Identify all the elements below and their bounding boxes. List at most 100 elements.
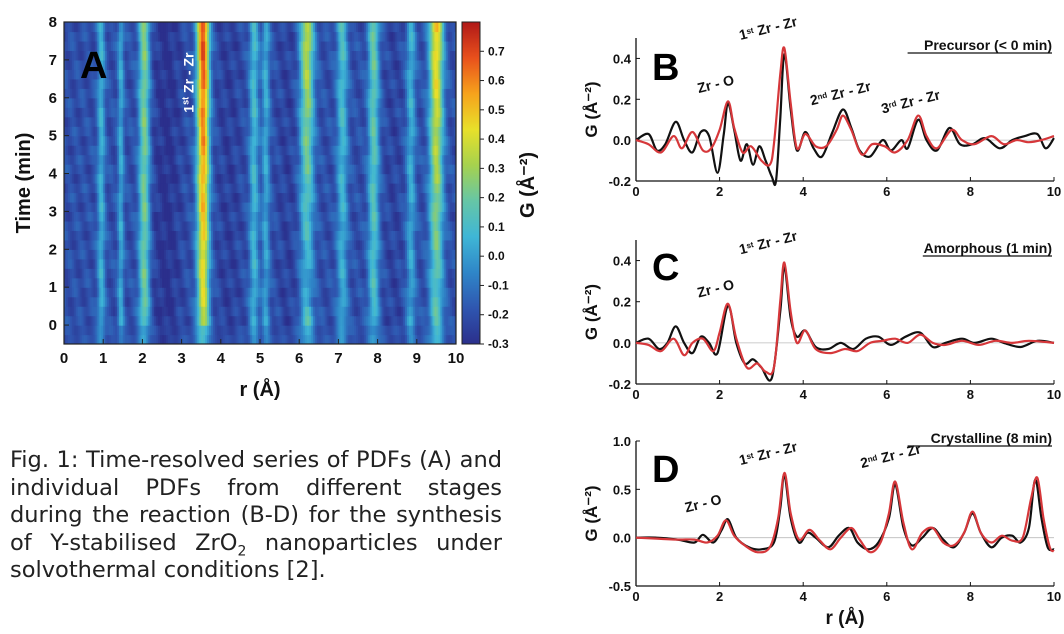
heatmap-cell	[160, 230, 163, 241]
heatmap-cell	[175, 173, 179, 184]
heatmap-cell	[299, 315, 302, 326]
heatmap-cell	[418, 325, 422, 336]
heatmap-cell	[250, 211, 253, 222]
heatmap-cell	[156, 173, 159, 184]
heatmap-cell	[299, 239, 302, 250]
heatmap-cell	[348, 154, 351, 165]
heatmap-cell	[371, 334, 375, 344]
heatmap-cell	[189, 220, 192, 231]
heatmap-cell	[338, 220, 341, 231]
heatmap-cell	[391, 220, 394, 231]
heatmap-cell	[177, 268, 181, 279]
heatmap-cell	[426, 325, 430, 336]
heatmap-cell	[109, 306, 112, 317]
heatmap-cell	[111, 306, 114, 317]
heatmap-cell	[369, 258, 373, 269]
heatmap-cell	[377, 201, 381, 213]
heatmap-cell	[138, 192, 142, 203]
heatmap-cell	[136, 192, 140, 203]
heatmap-cell	[87, 107, 91, 118]
heatmap-cell	[381, 325, 385, 336]
heatmap-cell	[379, 277, 383, 288]
heatmap-cell	[246, 277, 249, 288]
heatmap-cell	[120, 325, 124, 336]
heatmap-cell	[185, 126, 189, 137]
heatmap-cell	[150, 201, 153, 213]
heatmap-cell	[340, 116, 343, 127]
heatmap-cell	[197, 164, 200, 175]
heatmap-cell	[234, 183, 238, 194]
heatmap-cell	[114, 164, 118, 175]
heatmap-cell	[260, 211, 263, 222]
heatmap-cell	[191, 334, 194, 344]
heatmap-cell	[142, 145, 145, 156]
heatmap-cell	[361, 201, 365, 213]
heatmap-cell	[162, 315, 165, 326]
heatmap-cell	[162, 183, 165, 194]
heatmap-cell	[405, 315, 408, 326]
heatmap-cell	[361, 249, 365, 260]
heatmap-cell	[152, 116, 155, 127]
heatmap-cell	[407, 135, 410, 146]
heatmap-cell	[124, 211, 128, 222]
heatmap-cell	[303, 258, 306, 269]
heatmap-cell	[97, 239, 100, 250]
heatmap-cell	[307, 107, 310, 118]
heatmap-cell	[358, 258, 361, 269]
heatmap-cell	[234, 325, 238, 336]
heatmap-cell	[436, 220, 439, 231]
heatmap-cell	[397, 116, 400, 127]
heatmap-cell	[69, 315, 73, 326]
heatmap-cell	[175, 220, 179, 231]
heatmap-cell	[297, 325, 300, 336]
heatmap-cell	[212, 201, 216, 213]
heatmap-cell	[211, 173, 214, 184]
heatmap-cell	[114, 126, 118, 137]
heatmap-cell	[361, 220, 365, 231]
heatmap-cell	[226, 107, 230, 118]
heatmap-cell	[356, 277, 359, 288]
heatmap-cell	[271, 277, 275, 288]
heatmap-cell	[183, 116, 187, 127]
heatmap-cell	[326, 287, 330, 298]
heatmap-cell	[340, 296, 343, 307]
heatmap-cell	[134, 258, 138, 269]
heatmap-cell	[65, 173, 69, 184]
heatmap-cell	[309, 306, 312, 317]
heatmap-cell	[403, 173, 406, 184]
heatmap-cell	[162, 277, 165, 288]
heatmap-cell	[371, 268, 375, 279]
heatmap-cell	[120, 287, 124, 298]
heatmap-cell	[218, 315, 222, 326]
heatmap-cell	[120, 183, 124, 194]
heatmap-cell	[448, 154, 451, 165]
heatmap-cell	[287, 107, 290, 118]
heatmap-cell	[263, 306, 267, 317]
heatmap-cell	[212, 315, 216, 326]
heatmap-cell	[250, 277, 253, 288]
heatmap-cell	[383, 249, 387, 260]
heatmap-cell	[273, 287, 277, 298]
heatmap-cell	[69, 306, 73, 317]
heatmap-cell	[346, 107, 349, 118]
heatmap-cell	[299, 268, 302, 279]
heatmap-cell	[67, 258, 71, 269]
heatmap-cell	[407, 334, 410, 344]
heatmap-cell	[336, 220, 339, 231]
heatmap-cell	[297, 154, 300, 165]
heatmap-cell	[263, 154, 267, 165]
heatmap-cell	[150, 277, 153, 288]
heatmap-cell	[89, 183, 93, 194]
heatmap-cell	[263, 315, 267, 326]
heatmap-cell	[201, 201, 204, 213]
heatmap-cell	[260, 220, 263, 231]
heatmap-cell	[238, 201, 241, 213]
heatmap-cell	[318, 145, 322, 156]
heatmap-cell	[118, 211, 122, 222]
heatmap-cell	[438, 334, 441, 344]
heatmap-cell	[73, 107, 77, 118]
heatmap-cell	[367, 135, 371, 146]
heatmap-cell	[442, 277, 445, 288]
heatmap-cell	[291, 135, 294, 146]
heatmap-cell	[381, 306, 385, 317]
